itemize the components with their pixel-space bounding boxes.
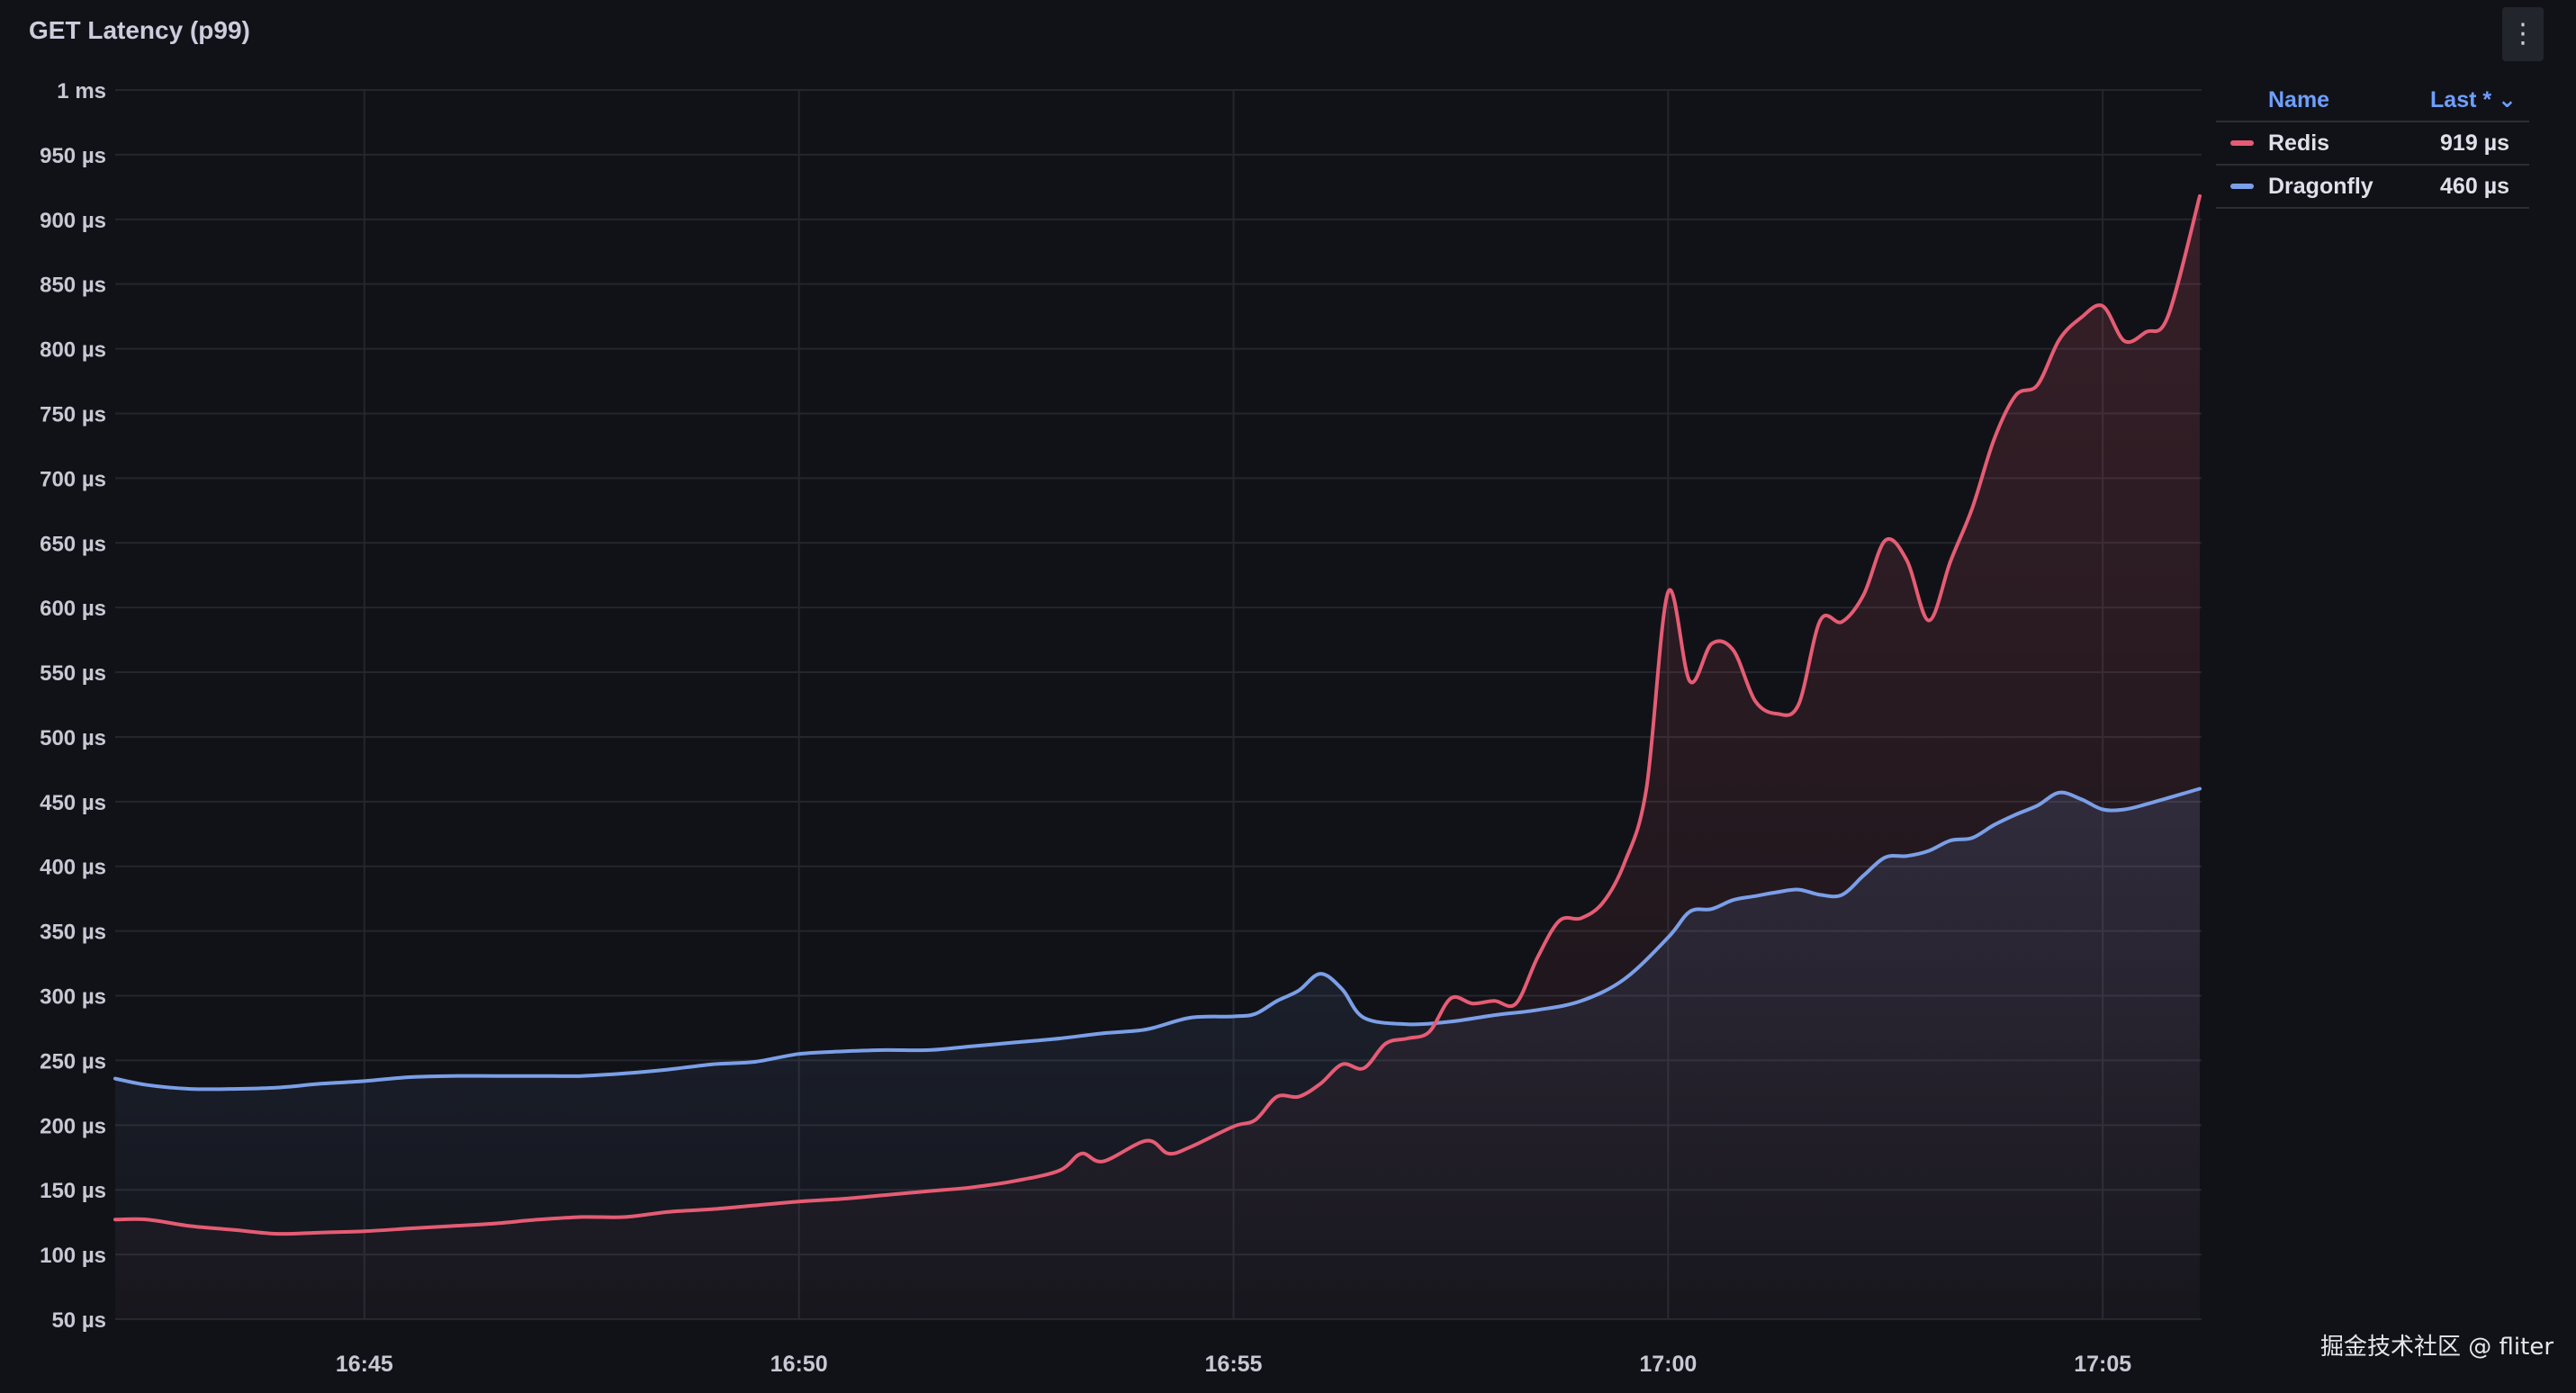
legend-header-name[interactable]: Name bbox=[2268, 86, 2330, 112]
legend-label-redis: Redis bbox=[2268, 130, 2330, 156]
y-tick-label: 200 µs bbox=[40, 1114, 106, 1138]
y-tick-label: 300 µs bbox=[40, 985, 106, 1010]
legend-swatch-redis bbox=[2230, 140, 2254, 146]
legend-header: Name Last * ⌄ bbox=[2216, 79, 2529, 122]
y-tick-label: 250 µs bbox=[40, 1049, 106, 1074]
legend-value-redis: 919 µs bbox=[2440, 130, 2509, 156]
y-tick-label: 550 µs bbox=[40, 661, 106, 686]
y-tick-label: 750 µs bbox=[40, 402, 106, 427]
legend-item-dragonfly[interactable]: Dragonfly 460 µs bbox=[2216, 166, 2529, 209]
x-tick-label: 17:05 bbox=[2074, 1352, 2131, 1377]
y-tick-label: 600 µs bbox=[40, 597, 106, 621]
y-tick-label: 50 µs bbox=[51, 1308, 106, 1333]
x-tick-label: 17:00 bbox=[1639, 1352, 1697, 1377]
kebab-menu-icon[interactable]: ⋮ bbox=[2502, 7, 2544, 61]
y-tick-label: 350 µs bbox=[40, 921, 106, 945]
legend-value-dragonfly: 460 µs bbox=[2440, 173, 2509, 199]
series-line-dragonfly bbox=[113, 786, 2202, 1092]
y-tick-label: 500 µs bbox=[40, 726, 106, 750]
y-tick-label: 900 µs bbox=[40, 209, 106, 233]
legend-label-dragonfly: Dragonfly bbox=[2268, 173, 2373, 199]
legend-header-last[interactable]: Last * ⌄ bbox=[2430, 87, 2517, 112]
panel-title: GET Latency (p99) bbox=[29, 16, 250, 44]
y-tick-label: 950 µs bbox=[40, 144, 106, 168]
y-tick-label: 100 µs bbox=[40, 1244, 106, 1268]
legend-item-redis[interactable]: Redis 919 µs bbox=[2216, 122, 2529, 166]
y-tick-label: 800 µs bbox=[40, 338, 106, 363]
y-tick-label: 1 ms bbox=[57, 79, 106, 103]
legend: Name Last * ⌄ Redis 919 µs Dragonfly 460… bbox=[2216, 79, 2529, 209]
y-tick-label: 400 µs bbox=[40, 856, 106, 880]
y-tick-label: 700 µs bbox=[40, 467, 106, 491]
legend-swatch-dragonfly bbox=[2230, 184, 2254, 189]
y-tick-label: 650 µs bbox=[40, 532, 106, 556]
y-tick-label: 150 µs bbox=[40, 1179, 106, 1203]
y-tick-label: 850 µs bbox=[40, 274, 106, 298]
x-tick-label: 16:50 bbox=[770, 1352, 828, 1377]
watermark-text: 掘金技术社区 @ fliter bbox=[2320, 1334, 2554, 1361]
series-area-dragonfly bbox=[115, 788, 2200, 1319]
x-tick-label: 16:55 bbox=[1205, 1352, 1263, 1377]
x-tick-label: 16:45 bbox=[336, 1352, 393, 1377]
series-line-redis bbox=[113, 193, 2202, 1236]
y-tick-label: 450 µs bbox=[40, 791, 106, 815]
